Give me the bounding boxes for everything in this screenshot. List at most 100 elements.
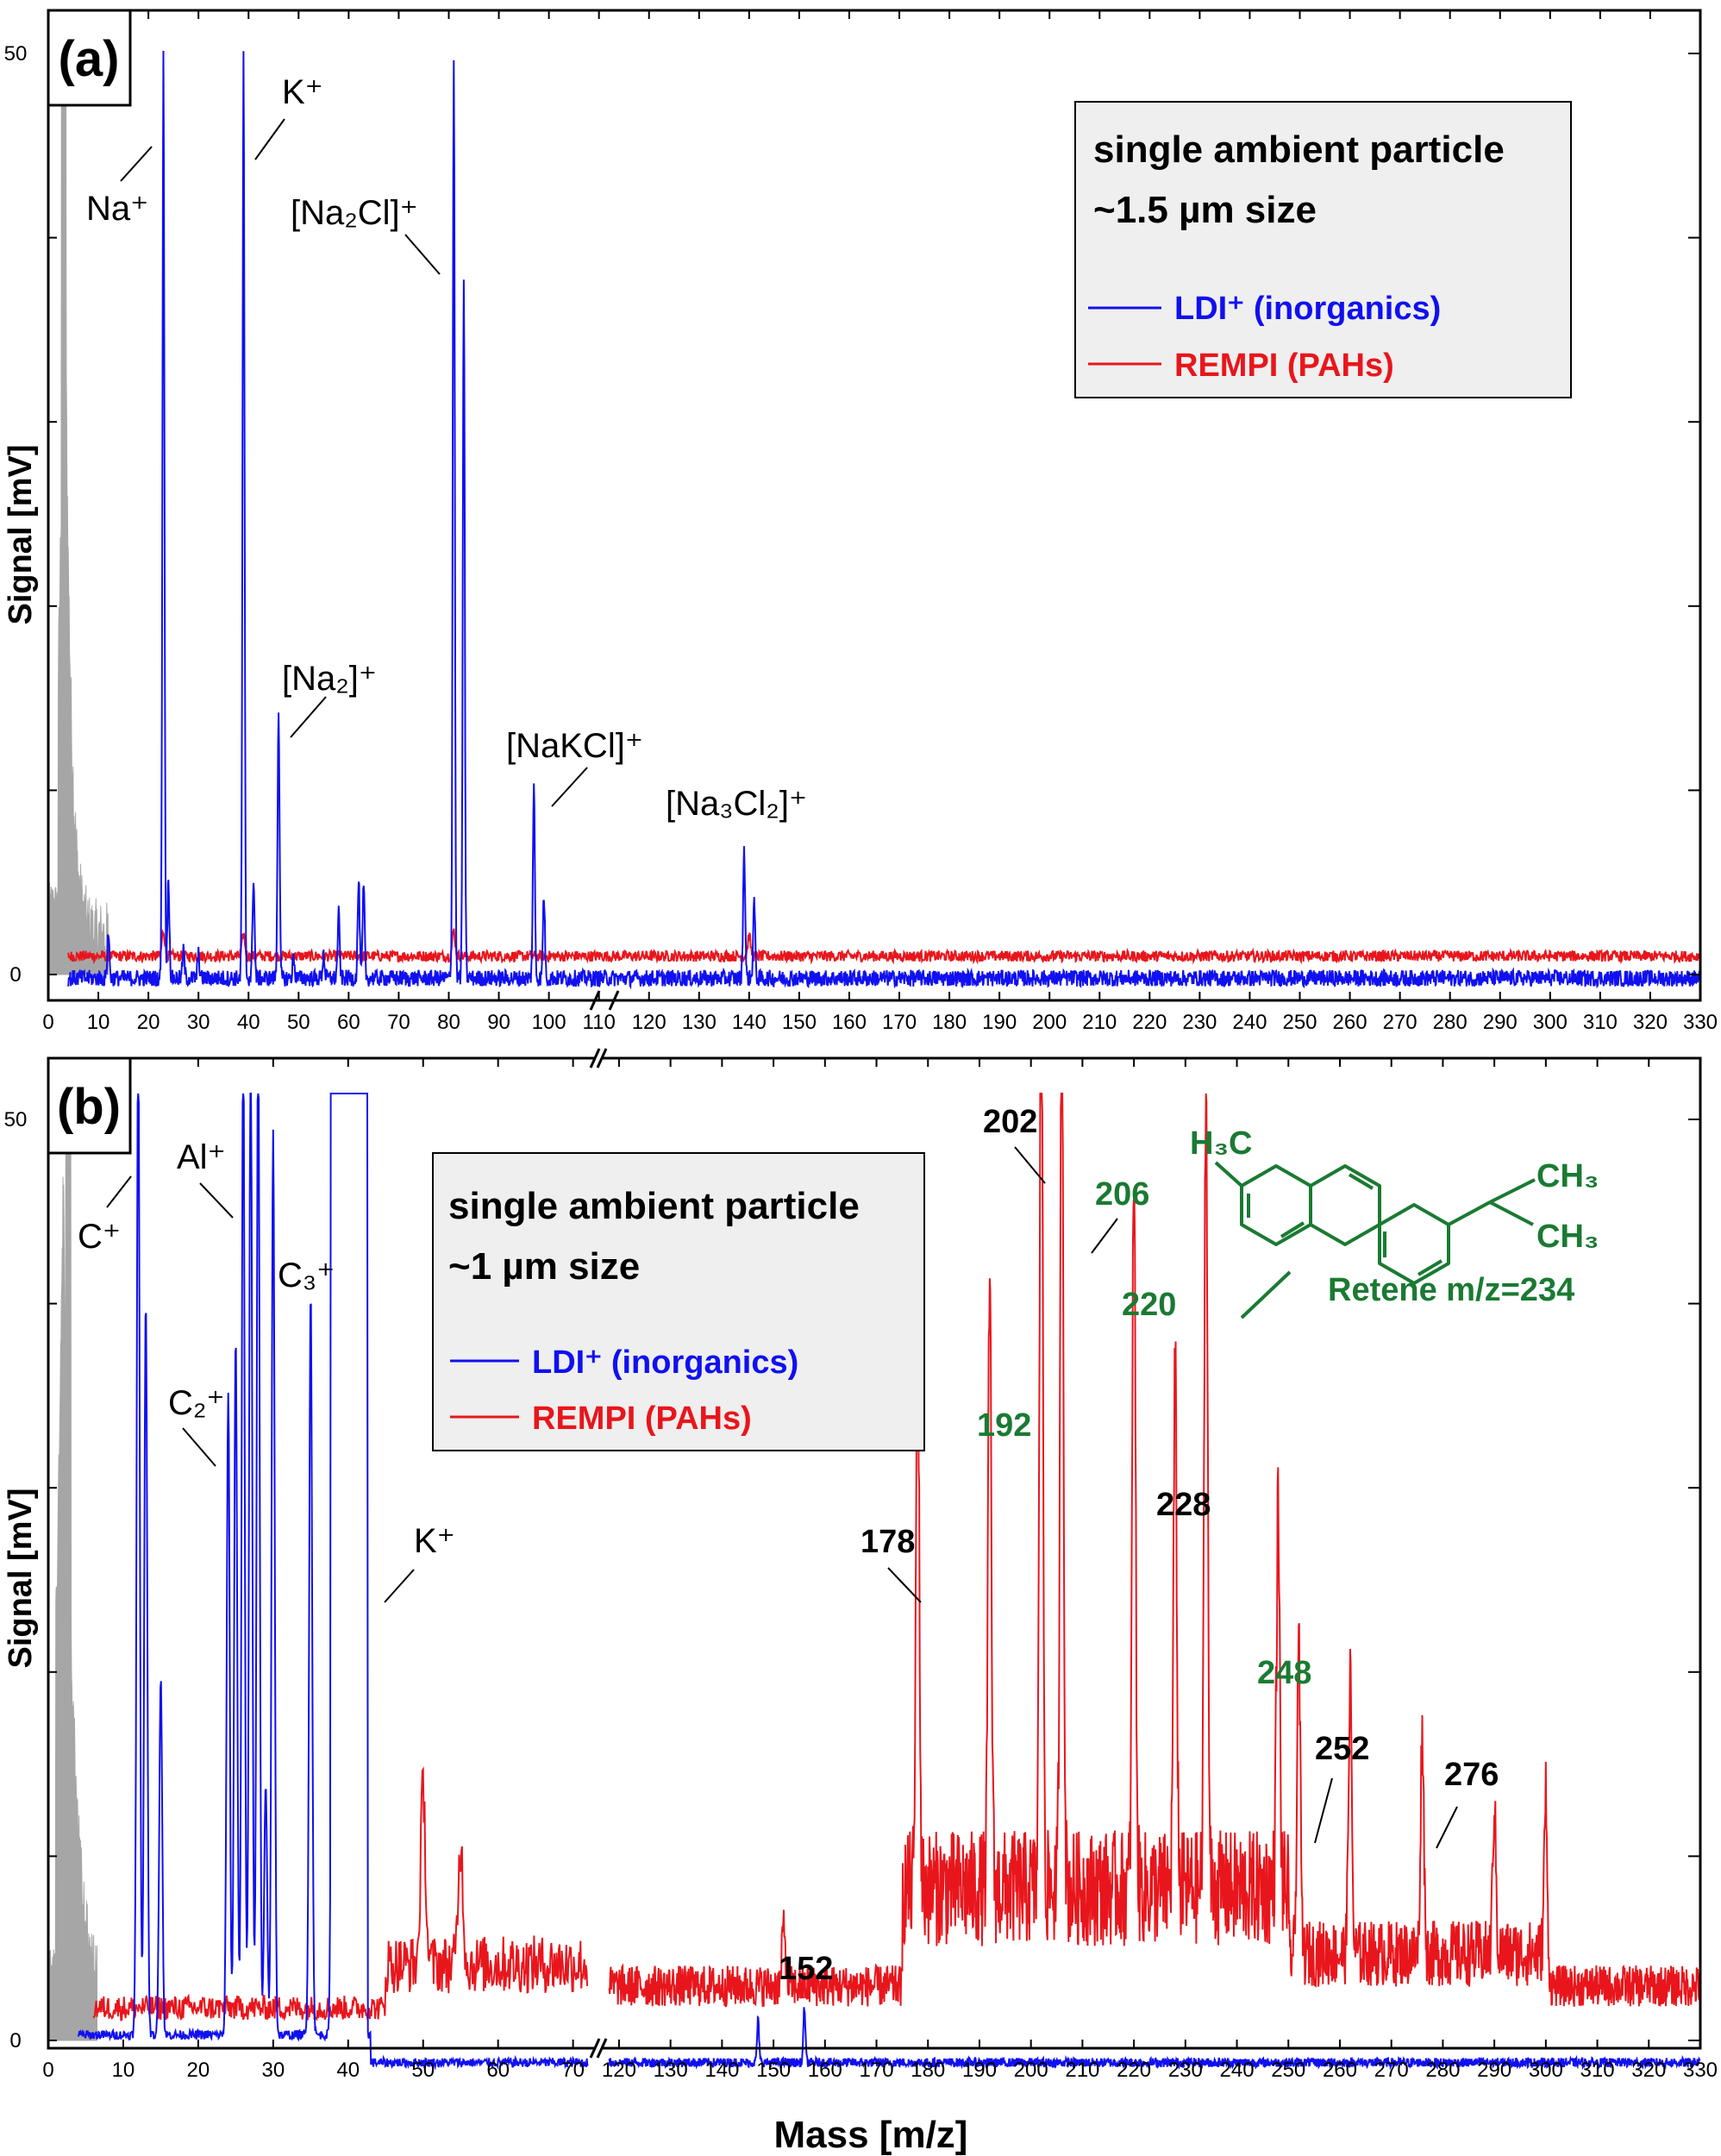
leader-line-252 xyxy=(1314,1777,1333,1844)
panel-b-axis-break xyxy=(589,1048,608,2059)
annotation-nakcl: [NaKCl]⁺ xyxy=(506,727,643,765)
axis-break-gap-bottom xyxy=(595,2044,602,2053)
panel-b-ticks: 0 10 20 30 40 50 60 70 120 130 140 150 160 170 180 190 2… xyxy=(4,1058,1718,2082)
panel-a: 0 10 20 30 40 50 60 70 80 90 100 110 120 130 140 150 160… xyxy=(4,9,1718,1034)
annotation-228: 228 xyxy=(1156,1487,1211,1523)
panel-b-ldi-trace-high xyxy=(608,2007,1701,2071)
panel-b-x-tick-label: 200 xyxy=(1014,2059,1048,2082)
leader-line-202 xyxy=(1014,1146,1046,1184)
annotation-206: 206 xyxy=(1095,1176,1149,1213)
panel-b-ldi-trace-low xyxy=(77,1093,589,2071)
annotation-276: 276 xyxy=(1444,1757,1499,1793)
retene-ch3-bond-top xyxy=(1489,1178,1536,1204)
retene-inner-bond-5 xyxy=(1417,1259,1443,1276)
panel-b-legend-title-1: single ambient particle xyxy=(448,1185,860,1227)
panel-a-x-tick-label: 290 xyxy=(1483,1011,1518,1034)
retene-leader-line xyxy=(1240,1270,1292,1319)
panel-a-x-tick-label: 190 xyxy=(982,1011,1017,1034)
x-axis-label: Mass [m/z] xyxy=(774,2114,968,2156)
panel-b-x-tick-label: 230 xyxy=(1168,2059,1203,2082)
panel-b-x-tick-label: 20 xyxy=(187,2059,210,2082)
panel-b-x-tick-label: 180 xyxy=(911,2059,945,2082)
panel-a-gray-trace xyxy=(47,11,110,975)
panel-a-x-tick-label: 120 xyxy=(632,1011,666,1034)
panel-b-x-tick-label: 130 xyxy=(654,2059,688,2082)
panel-b-x-tick-label: 280 xyxy=(1425,2059,1460,2082)
retene-isopropyl-bond xyxy=(1448,1200,1491,1226)
axis-break-mark xyxy=(596,2038,608,2059)
panel-b-y-axis-label: Signal [mV] xyxy=(3,1488,39,1668)
annotation-na2cl: [Na₂Cl]⁺ xyxy=(291,194,418,232)
panel-a-x-tick-label: 330 xyxy=(1683,1011,1718,1034)
leader-line-na2cl xyxy=(404,234,441,275)
panel-a-x-tick-label: 280 xyxy=(1433,1011,1468,1034)
panel-b-x-tick-label: 290 xyxy=(1477,2059,1511,2082)
leader-line-al xyxy=(199,1182,234,1219)
panel-a-x-tick-label: 40 xyxy=(237,1011,260,1034)
retene-ch3-label-bottom: CH₃ xyxy=(1536,1219,1599,1255)
panel-b-traces xyxy=(47,1093,1701,2071)
annotation-252: 252 xyxy=(1315,1731,1369,1767)
leader-line-276 xyxy=(1436,1806,1458,1849)
panel-b-x-tick-label: 70 xyxy=(561,2059,585,2082)
panel-b-x-tick-label: 140 xyxy=(704,2059,739,2082)
panel-b-x-tick-label: 270 xyxy=(1374,2059,1409,2082)
annotation-k: K⁺ xyxy=(282,73,323,111)
panel-b-x-tick-label: 330 xyxy=(1683,2059,1718,2082)
panel-a-x-tick-label: 150 xyxy=(782,1011,817,1034)
panel-a-x-tick-label: 240 xyxy=(1232,1011,1267,1034)
panel-a-y-tick-label: 0 xyxy=(9,963,21,987)
panel-a-x-tick-label: 200 xyxy=(1032,1011,1067,1034)
panel-a-axis-break-mark xyxy=(589,990,601,1011)
leader-line-178 xyxy=(887,1567,922,1603)
annotation-al: Al⁺ xyxy=(177,1138,226,1176)
annotation-na3cl2: [Na₃Cl₂]⁺ xyxy=(666,785,807,823)
panel-a-x-tick-label: 70 xyxy=(387,1011,410,1034)
axis-break-gap-top xyxy=(595,1054,602,1062)
leader-line-na2 xyxy=(290,696,327,738)
panel-a-x-tick-label: 140 xyxy=(732,1011,767,1034)
panel-a-x-tick-label: 130 xyxy=(682,1011,717,1034)
panel-a-x-tick-label: 10 xyxy=(87,1011,110,1034)
annotation-248: 248 xyxy=(1257,1655,1311,1691)
panel-b-x-tick-label: 300 xyxy=(1529,2059,1563,2082)
leader-line-k xyxy=(254,118,285,160)
panel-a-x-tick-label: 110 xyxy=(583,1011,616,1034)
panel-b-y-tick-label: 0 xyxy=(9,2029,21,2053)
panel-b-x-tick-label: 40 xyxy=(336,2059,360,2082)
annotation-c3: C₃⁺ xyxy=(278,1257,335,1294)
axis-break-mark xyxy=(589,1048,601,1069)
panel-a-x-tick-label: 100 xyxy=(532,1011,566,1034)
leader-line-na xyxy=(120,146,153,182)
leader-line-206 xyxy=(1091,1218,1118,1254)
panel-b-label: (b) xyxy=(57,1079,121,1135)
panel-b-x-tick-label: 30 xyxy=(261,2059,285,2082)
annotation-k-b: K⁺ xyxy=(414,1522,455,1560)
panel-a-legend-ldi: LDI⁺ (inorganics) xyxy=(1174,291,1441,327)
panel-b-rempi-trace-low xyxy=(92,1766,589,2021)
panel-b-x-tick-label: 0 xyxy=(42,2059,53,2082)
panel-b-x-tick-label: 120 xyxy=(602,2059,636,2082)
panel-a-x-tick-label: 300 xyxy=(1533,1011,1568,1034)
axis-break-mark xyxy=(589,2038,601,2059)
leader-line-nakcl xyxy=(551,767,588,807)
annotation-192: 192 xyxy=(977,1407,1031,1444)
panel-b-rempi-trace-high xyxy=(608,1093,1701,2008)
annotation-178: 178 xyxy=(860,1524,915,1560)
panel-b-x-tick-label: 220 xyxy=(1117,2059,1151,2082)
panel-b-legend-title-2: ~1 µm size xyxy=(448,1245,640,1288)
panel-a-legend-box xyxy=(1074,101,1572,398)
retene-ch3-label-top: CH₃ xyxy=(1536,1158,1599,1194)
retene-ch3-bond-bottom xyxy=(1489,1200,1534,1226)
panel-b-x-tick-label: 320 xyxy=(1631,2059,1666,2082)
panel-b-gray-trace xyxy=(47,1093,98,2041)
panel-b-annotations: C⁺ Al⁺ C₂⁺ C₃⁺ K⁺ 152 178 192 202 206 22… xyxy=(78,1104,1499,1987)
panel-b-x-tick-label: 190 xyxy=(962,2059,997,2082)
panel-a-x-tick-label: 310 xyxy=(1583,1011,1618,1034)
panel-b-legend-ldi: LDI⁺ (inorganics) xyxy=(532,1344,798,1381)
panel-b: 0 10 20 30 40 50 60 70 120 130 140 150 160 170 180 190 2… xyxy=(4,1048,1718,2082)
panel-b-x-tick-label: 310 xyxy=(1580,2059,1615,2082)
panel-a-legend-title-1: single ambient particle xyxy=(1093,128,1505,171)
panel-b-plot-frame xyxy=(47,1056,1702,2050)
panel-b-x-tick-label: 240 xyxy=(1220,2059,1255,2082)
